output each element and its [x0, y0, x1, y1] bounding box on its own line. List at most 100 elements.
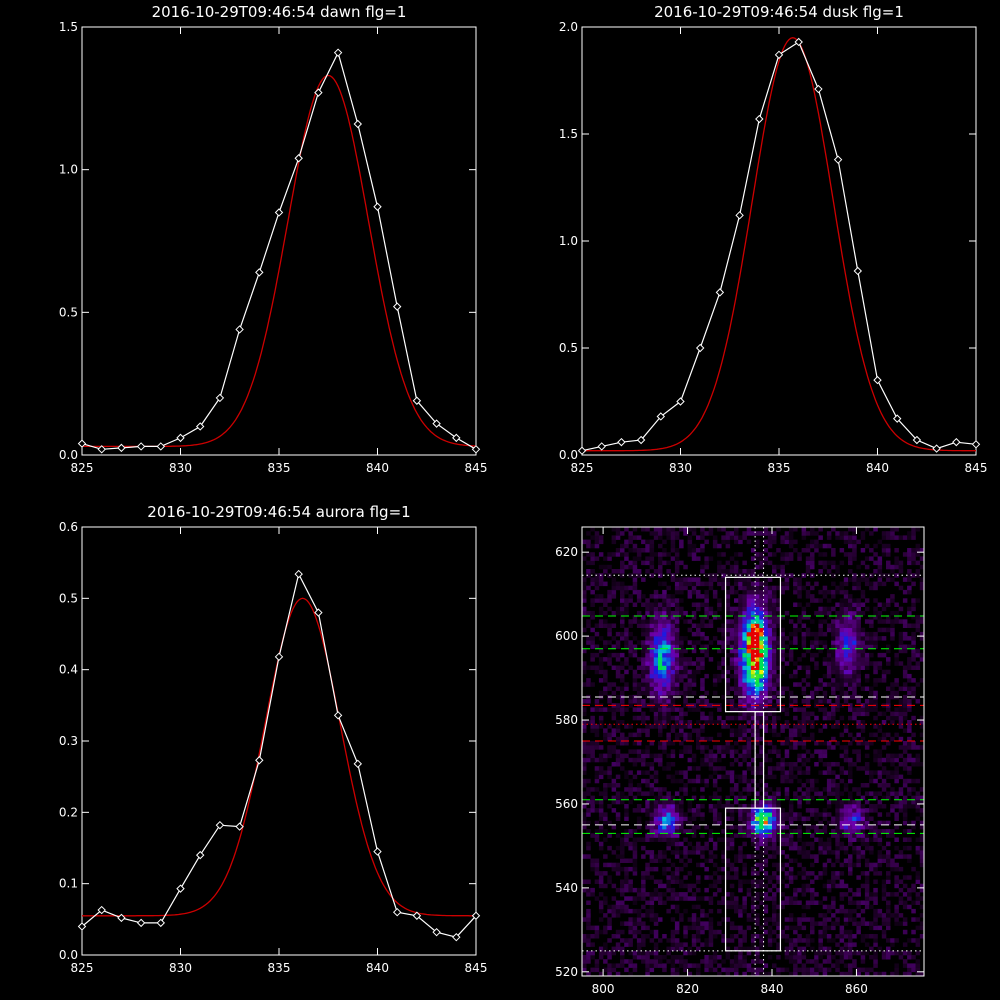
- heatmap-cell: [810, 887, 815, 893]
- heatmap-cell: [590, 862, 595, 868]
- heatmap-cell: [822, 753, 828, 759]
- heatmap-cell: [852, 648, 857, 654]
- heatmap-cell: [679, 732, 684, 738]
- heatmap-cell: [594, 820, 600, 826]
- heatmap-cell: [641, 669, 646, 675]
- heatmap-cell: [763, 669, 769, 675]
- heatmap-cell: [636, 892, 642, 897]
- heatmap-cell: [772, 652, 777, 658]
- heatmap-cell: [759, 623, 764, 628]
- heatmap-cell: [755, 799, 760, 805]
- heatmap-cell: [750, 606, 756, 612]
- heatmap-cell: [636, 837, 642, 842]
- heatmap-cell: [586, 585, 591, 591]
- heatmap-cell: [628, 539, 633, 545]
- heatmap-cell: [873, 908, 878, 914]
- heatmap-cell: [890, 690, 895, 696]
- heatmap-cell: [636, 908, 642, 914]
- heatmap-cell: [700, 850, 705, 855]
- heatmap-cell: [662, 799, 667, 805]
- heatmap-cell: [852, 627, 857, 633]
- heatmap-cell: [696, 934, 701, 939]
- heatmap-cell: [907, 610, 912, 616]
- heatmap-cell: [658, 791, 663, 796]
- heatmap-cell: [856, 837, 861, 842]
- heatmap-cell: [607, 820, 612, 826]
- heatmap-cell: [864, 703, 870, 708]
- heatmap-cell: [641, 539, 646, 545]
- heatmap-cell: [615, 812, 621, 817]
- heatmap-cell: [894, 971, 899, 977]
- heatmap-cell: [645, 648, 650, 654]
- heatmap-cell: [582, 955, 587, 960]
- heatmap-cell: [620, 959, 625, 964]
- heatmap-cell: [793, 955, 798, 960]
- heatmap-cell: [687, 535, 693, 540]
- heatmap-cell: [911, 866, 916, 872]
- heatmap-cell: [788, 833, 794, 838]
- heatmap-cell: [738, 913, 743, 918]
- heatmap-cell: [881, 892, 887, 897]
- heatmap-cell: [658, 762, 663, 767]
- heatmap-cell: [818, 875, 823, 880]
- heatmap-cell: [759, 627, 764, 633]
- heatmap-cell: [649, 816, 655, 821]
- heatmap-cell: [734, 598, 739, 603]
- heatmap-cell: [843, 929, 849, 935]
- heatmap-cell: [767, 665, 773, 670]
- heatmap-cell: [641, 577, 646, 582]
- heatmap-cell: [670, 640, 676, 645]
- heatmap-cell: [860, 833, 866, 838]
- heatmap-cell: [776, 862, 781, 868]
- heatmap-cell: [763, 648, 769, 654]
- heatmap-cell: [848, 929, 853, 935]
- heatmap-cell: [624, 539, 629, 545]
- heatmap-cell: [594, 858, 600, 863]
- heatmap-cell: [645, 560, 650, 566]
- heatmap-cell: [679, 669, 684, 675]
- heatmap-cell: [915, 552, 921, 557]
- heatmap-cell: [683, 816, 688, 821]
- heatmap-cell: [683, 648, 688, 654]
- heatmap-cell: [598, 950, 604, 956]
- heatmap-cell: [653, 627, 659, 633]
- heatmap-cell: [793, 845, 798, 851]
- heatmap-cell: [721, 694, 726, 700]
- heatmap-cell: [835, 741, 840, 746]
- heatmap-cell: [653, 686, 659, 691]
- heatmap-cell: [750, 938, 756, 943]
- heatmap-cell: [780, 640, 785, 645]
- heatmap-cell: [772, 845, 777, 851]
- heatmap-cell: [607, 804, 612, 809]
- panel-aurora: 2016-10-29T09:46:54 aurora flg=1 825 830 8…: [59, 503, 488, 975]
- heatmap-cell: [860, 783, 866, 788]
- heatmap-cell: [636, 640, 642, 645]
- heatmap-cell: [750, 661, 756, 666]
- heatmap-cell: [852, 581, 857, 587]
- heatmap-cell: [658, 896, 663, 901]
- heatmap-cell: [911, 690, 916, 696]
- heatmap-cell: [679, 778, 684, 784]
- heatmap-cell: [734, 959, 739, 964]
- heatmap-cell: [919, 556, 925, 561]
- heatmap-cell: [877, 728, 883, 733]
- heatmap-cell: [763, 577, 769, 582]
- heatmap-cell: [746, 581, 752, 587]
- heatmap-cell: [902, 883, 908, 889]
- heatmap-cell: [759, 665, 764, 670]
- heatmap-cell: [687, 552, 693, 557]
- heatmap-cell: [603, 829, 608, 834]
- heatmap-cell: [679, 585, 684, 591]
- heatmap-cell: [666, 682, 671, 687]
- heatmap-cell: [662, 707, 667, 712]
- heatmap-cell: [603, 871, 608, 876]
- heatmap-cell: [687, 799, 693, 805]
- heatmap-cell: [666, 619, 671, 624]
- heatmap-cell: [700, 535, 705, 540]
- heatmap-cell: [624, 938, 629, 943]
- heatmap-cell: [691, 938, 697, 943]
- heatmap-cell: [658, 858, 663, 863]
- heatmap-cell: [615, 741, 621, 746]
- heatmap-cell: [881, 678, 887, 683]
- heatmap-cell: [666, 615, 671, 620]
